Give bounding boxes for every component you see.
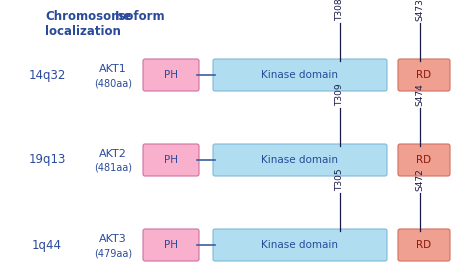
Text: (479aa): (479aa) bbox=[94, 248, 132, 258]
FancyBboxPatch shape bbox=[143, 59, 199, 91]
Text: (480aa): (480aa) bbox=[94, 78, 132, 88]
FancyBboxPatch shape bbox=[143, 144, 199, 176]
FancyBboxPatch shape bbox=[213, 144, 387, 176]
Text: 19q13: 19q13 bbox=[28, 153, 66, 166]
Text: S472: S472 bbox=[416, 168, 425, 191]
Text: T308: T308 bbox=[336, 0, 345, 21]
Text: Kinase domain: Kinase domain bbox=[262, 155, 338, 165]
Text: 14q32: 14q32 bbox=[28, 68, 66, 81]
Text: AKT2: AKT2 bbox=[99, 149, 127, 159]
Text: Kinase domain: Kinase domain bbox=[262, 240, 338, 250]
Text: T305: T305 bbox=[336, 168, 345, 191]
FancyBboxPatch shape bbox=[213, 59, 387, 91]
Text: AKT1: AKT1 bbox=[99, 64, 127, 74]
Text: PH: PH bbox=[164, 155, 178, 165]
FancyBboxPatch shape bbox=[398, 59, 450, 91]
Text: S473: S473 bbox=[416, 0, 425, 21]
FancyBboxPatch shape bbox=[143, 229, 199, 261]
Text: T309: T309 bbox=[336, 83, 345, 106]
FancyBboxPatch shape bbox=[213, 229, 387, 261]
FancyBboxPatch shape bbox=[398, 144, 450, 176]
FancyBboxPatch shape bbox=[398, 229, 450, 261]
Text: PH: PH bbox=[164, 70, 178, 80]
Text: PH: PH bbox=[164, 240, 178, 250]
Text: S474: S474 bbox=[416, 83, 425, 106]
Text: Kinase domain: Kinase domain bbox=[262, 70, 338, 80]
Text: (481aa): (481aa) bbox=[94, 163, 132, 173]
Text: RD: RD bbox=[417, 70, 431, 80]
Text: RD: RD bbox=[417, 240, 431, 250]
Text: Chromosome
localization: Chromosome localization bbox=[45, 10, 131, 38]
Text: AKT3: AKT3 bbox=[99, 234, 127, 244]
Text: Isoform: Isoform bbox=[115, 10, 165, 23]
Text: 1q44: 1q44 bbox=[32, 238, 62, 252]
Text: RD: RD bbox=[417, 155, 431, 165]
